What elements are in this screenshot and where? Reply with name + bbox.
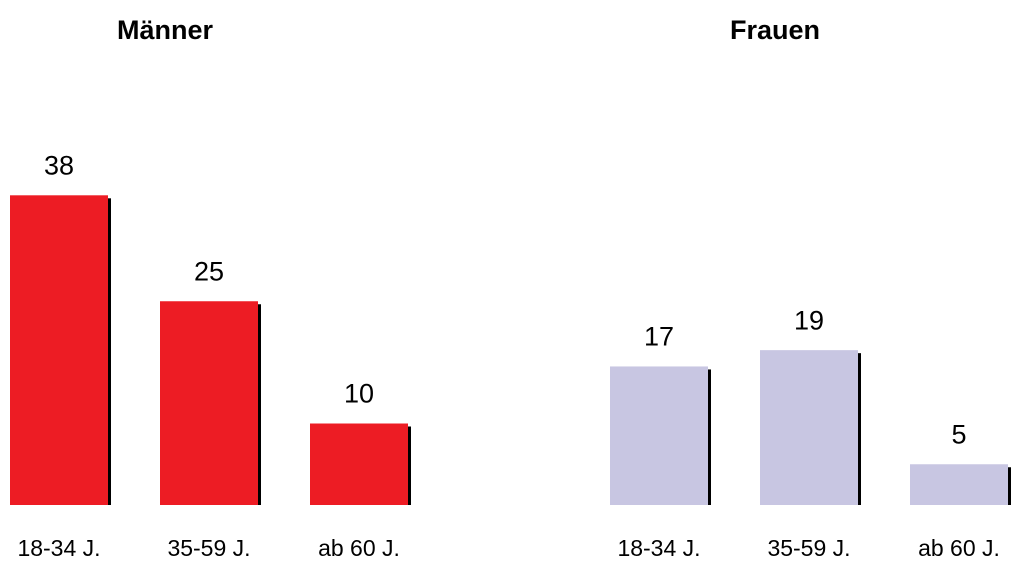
x-tick-label: 18-34 J.: [17, 535, 100, 561]
value-label: 5: [951, 419, 966, 449]
chart-title: Frauen: [730, 15, 820, 45]
value-label: 38: [44, 150, 74, 180]
bar: [160, 301, 258, 505]
x-tick-label: 35-59 J.: [767, 535, 850, 561]
value-label: 25: [194, 256, 224, 286]
value-label: 10: [344, 379, 374, 409]
chart-title: Männer: [117, 15, 214, 45]
x-tick-label: ab 60 J.: [918, 535, 1000, 561]
bar: [610, 366, 708, 505]
bar: [10, 195, 108, 506]
bar: [310, 423, 408, 505]
value-label: 19: [794, 305, 824, 335]
bar: [760, 350, 858, 505]
bar: [910, 464, 1008, 505]
x-tick-label: 18-34 J.: [617, 535, 700, 561]
value-label: 17: [644, 322, 674, 352]
x-tick-label: ab 60 J.: [318, 535, 400, 561]
x-tick-label: 35-59 J.: [167, 535, 250, 561]
